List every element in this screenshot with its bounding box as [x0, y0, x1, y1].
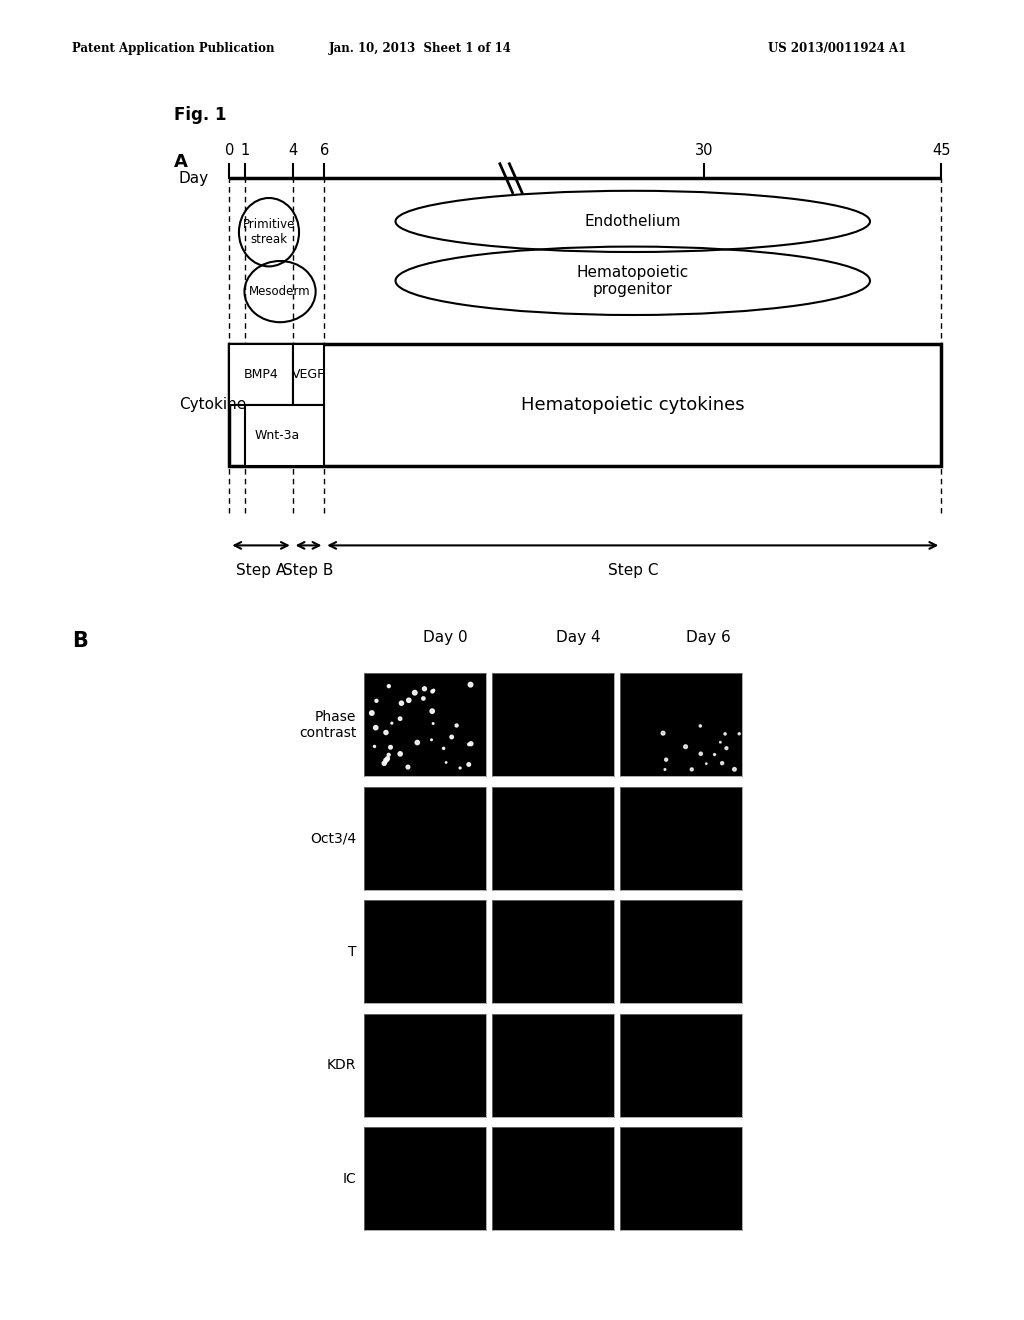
Point — [425, 680, 441, 701]
Text: KDR: KDR — [327, 1059, 356, 1072]
Text: BMP4: BMP4 — [244, 368, 279, 381]
Text: Patent Application Publication: Patent Application Publication — [72, 42, 274, 55]
Text: Cytokine: Cytokine — [179, 397, 246, 412]
Text: 30: 30 — [694, 144, 713, 158]
Point — [378, 750, 394, 771]
Point — [707, 744, 723, 766]
Text: Endothelium: Endothelium — [585, 214, 681, 228]
Bar — [246, 405, 325, 466]
Point — [415, 688, 431, 709]
Point — [692, 715, 709, 737]
Text: Day 4: Day 4 — [556, 630, 601, 644]
Point — [449, 715, 465, 737]
Point — [692, 743, 709, 764]
Point — [400, 690, 417, 711]
Point — [424, 701, 440, 722]
Text: 1: 1 — [241, 144, 250, 158]
Point — [423, 729, 439, 750]
Text: 45: 45 — [932, 144, 950, 158]
Point — [379, 748, 395, 770]
Bar — [293, 343, 325, 405]
Text: Day 0: Day 0 — [423, 630, 468, 644]
Bar — [229, 343, 941, 466]
Point — [382, 737, 398, 758]
Point — [417, 678, 433, 700]
Point — [393, 693, 410, 714]
Point — [443, 726, 460, 747]
Point — [410, 733, 426, 754]
Point — [463, 733, 479, 754]
Text: 4: 4 — [288, 144, 297, 158]
Text: US 2013/0011924 A1: US 2013/0011924 A1 — [768, 42, 906, 55]
Text: T: T — [348, 945, 356, 958]
Point — [462, 675, 478, 696]
Text: Primitive
streak: Primitive streak — [243, 218, 295, 247]
Point — [461, 734, 477, 755]
Point — [698, 754, 715, 775]
Point — [364, 702, 380, 723]
Text: Step B: Step B — [284, 564, 334, 578]
Point — [407, 682, 423, 704]
Point — [392, 708, 409, 729]
Point — [399, 756, 416, 777]
Text: Day: Day — [179, 170, 209, 186]
Point — [369, 690, 385, 711]
Point — [435, 738, 452, 759]
Point — [424, 681, 440, 702]
Point — [726, 759, 742, 780]
Point — [731, 723, 748, 744]
Point — [438, 752, 455, 774]
Text: Phase
contrast: Phase contrast — [299, 710, 356, 739]
Point — [425, 713, 441, 734]
Point — [658, 748, 675, 770]
Point — [381, 676, 397, 697]
Point — [384, 713, 400, 734]
Text: Day 6: Day 6 — [686, 630, 731, 644]
Point — [368, 717, 384, 738]
Point — [714, 752, 730, 774]
Text: Jan. 10, 2013  Sheet 1 of 14: Jan. 10, 2013 Sheet 1 of 14 — [329, 42, 511, 55]
Text: Step C: Step C — [607, 564, 658, 578]
Text: A: A — [174, 153, 188, 172]
Text: Wnt-3a: Wnt-3a — [254, 429, 299, 442]
Text: IC: IC — [343, 1172, 356, 1185]
Point — [378, 722, 394, 743]
Text: Oct3/4: Oct3/4 — [310, 832, 356, 845]
Bar — [229, 343, 293, 405]
Point — [461, 754, 477, 775]
Text: Fig. 1: Fig. 1 — [174, 106, 226, 124]
Text: VEGF: VEGF — [292, 368, 326, 381]
Text: Mesoderm: Mesoderm — [249, 285, 311, 298]
Point — [656, 759, 673, 780]
Point — [655, 722, 672, 743]
Point — [718, 738, 734, 759]
Text: 0: 0 — [224, 144, 234, 158]
Point — [712, 731, 728, 752]
Point — [376, 752, 392, 774]
Point — [452, 758, 468, 779]
Text: Hematopoietic cytokines: Hematopoietic cytokines — [521, 396, 744, 414]
Point — [678, 737, 694, 758]
Point — [684, 759, 700, 780]
Point — [392, 743, 409, 764]
Text: 6: 6 — [319, 144, 329, 158]
Text: Hematopoietic
progenitor: Hematopoietic progenitor — [577, 264, 689, 297]
Point — [381, 744, 397, 766]
Text: Step A: Step A — [236, 564, 286, 578]
Point — [717, 723, 733, 744]
Point — [367, 735, 383, 756]
Text: B: B — [72, 631, 88, 651]
